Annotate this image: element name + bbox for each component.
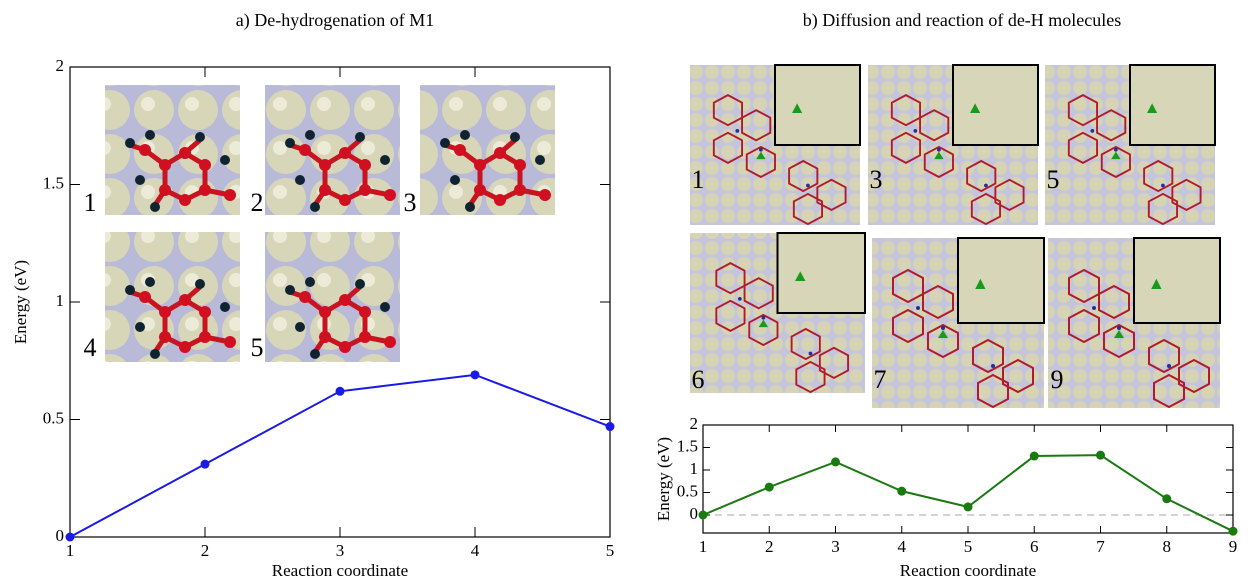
data-point bbox=[897, 486, 907, 496]
data-point bbox=[335, 386, 345, 396]
x-tick-label: 6 bbox=[1030, 537, 1039, 556]
x-tick-label: 4 bbox=[471, 541, 480, 560]
data-point bbox=[831, 457, 840, 467]
x-tick-label: 3 bbox=[831, 537, 840, 556]
inset-label: 6 bbox=[692, 365, 705, 394]
chart-title: b) Diffusion and reaction of de-H molecu… bbox=[803, 10, 1122, 31]
y-tick-label: 2 bbox=[690, 414, 699, 433]
y-tick-label: 0 bbox=[56, 526, 65, 545]
x-tick-label: 5 bbox=[606, 541, 615, 560]
x-tick-label: 5 bbox=[964, 537, 973, 556]
y-axis-label: Energy (eV) bbox=[11, 260, 30, 344]
data-point bbox=[1029, 451, 1039, 461]
x-tick-label: 4 bbox=[898, 537, 907, 556]
zoom-box bbox=[774, 64, 861, 146]
inset-image bbox=[105, 85, 240, 215]
data-point bbox=[605, 422, 615, 432]
data-point bbox=[963, 502, 973, 512]
inset-image bbox=[265, 85, 400, 215]
marker bbox=[1147, 103, 1158, 113]
inset-label: 5 bbox=[251, 333, 264, 362]
x-tick-label: 1 bbox=[699, 537, 708, 556]
chart-title: a) De-hydrogenation of M1 bbox=[236, 10, 434, 31]
inset-label: 2 bbox=[251, 188, 264, 217]
data-point bbox=[200, 459, 210, 469]
y-tick-label: 1.5 bbox=[43, 173, 64, 192]
x-axis-label: Reaction coordinate bbox=[272, 561, 408, 580]
inset-label: 9 bbox=[1051, 365, 1064, 394]
marker bbox=[795, 271, 806, 281]
inset-label: 1 bbox=[692, 165, 705, 194]
inset-label: 4 bbox=[84, 333, 97, 362]
data-point bbox=[470, 370, 480, 380]
x-axis-label: Reaction coordinate bbox=[900, 561, 1036, 580]
marker bbox=[792, 103, 803, 113]
x-tick-label: 9 bbox=[1229, 537, 1238, 556]
series-line bbox=[702, 454, 1234, 533]
zoom-box bbox=[952, 64, 1039, 146]
x-tick-label: 1 bbox=[66, 541, 75, 560]
zoom-box bbox=[1133, 237, 1221, 324]
y-tick-label: 1 bbox=[690, 459, 699, 478]
marker bbox=[970, 103, 981, 113]
inset-image bbox=[868, 64, 1039, 225]
y-tick-label: 0 bbox=[690, 504, 699, 523]
x-tick-label: 2 bbox=[201, 541, 210, 560]
inset-image bbox=[690, 232, 866, 393]
y-tick-label: 0.5 bbox=[677, 481, 698, 500]
y-axis-label: Energy (eV) bbox=[654, 437, 673, 521]
inset-image bbox=[1048, 237, 1221, 408]
inset-label: 3 bbox=[870, 165, 883, 194]
data-point bbox=[65, 532, 75, 542]
zoom-box bbox=[1129, 64, 1216, 146]
inset-image bbox=[105, 232, 240, 362]
x-tick-label: 2 bbox=[765, 537, 774, 556]
inset-label: 1 bbox=[84, 188, 97, 217]
inset-image bbox=[265, 232, 400, 362]
zoom-box bbox=[776, 232, 866, 314]
data-point bbox=[1162, 494, 1172, 504]
data-point bbox=[764, 482, 774, 492]
data-point bbox=[698, 510, 708, 520]
inset-image bbox=[872, 237, 1045, 408]
zoom-box bbox=[957, 237, 1045, 324]
inset-label: 5 bbox=[1047, 165, 1060, 194]
marker bbox=[975, 278, 986, 289]
y-tick-label: 2 bbox=[56, 56, 65, 75]
data-point bbox=[1096, 450, 1105, 460]
inset-image bbox=[690, 64, 861, 225]
y-tick-label: 1.5 bbox=[677, 436, 698, 455]
x-tick-label: 8 bbox=[1163, 537, 1172, 556]
marker bbox=[1151, 278, 1162, 289]
data-point bbox=[1228, 526, 1238, 536]
y-tick-label: 0.5 bbox=[43, 408, 64, 427]
inset-label: 7 bbox=[874, 365, 887, 394]
y-tick-label: 1 bbox=[56, 291, 65, 310]
inset-image bbox=[1045, 64, 1216, 225]
x-tick-label: 3 bbox=[336, 541, 345, 560]
plot-frame bbox=[702, 424, 1234, 534]
inset-image bbox=[420, 85, 555, 215]
x-tick-label: 7 bbox=[1096, 537, 1105, 556]
series-line bbox=[69, 373, 611, 538]
inset-label: 3 bbox=[404, 188, 417, 217]
